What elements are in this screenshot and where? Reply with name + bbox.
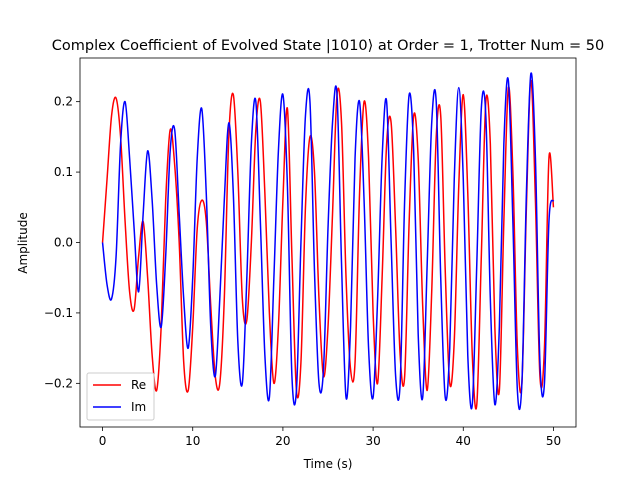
chart-title: Complex Coefficient of Evolved State |10… <box>52 38 604 54</box>
x-axis-ticks: 0 10 20 30 40 50 <box>99 427 561 448</box>
y-axis-ticks: −0.2 −0.1 0.0 0.1 0.2 <box>44 95 80 390</box>
y-tick-label: 0.2 <box>54 95 73 109</box>
x-tick-label: 30 <box>365 434 380 448</box>
x-axis-label: Time (s) <box>303 457 353 471</box>
x-tick-label: 50 <box>546 434 561 448</box>
y-tick-label: 0.1 <box>54 165 73 179</box>
y-tick-label: −0.1 <box>44 306 73 320</box>
series-line-re <box>101 79 555 410</box>
legend: Re Im <box>86 372 155 421</box>
y-tick-label: 0.0 <box>54 236 73 250</box>
x-tick-label: 0 <box>99 434 107 448</box>
x-tick-label: 10 <box>185 434 200 448</box>
series-lines <box>101 72 555 411</box>
series-line-im <box>101 72 555 411</box>
y-tick-label: −0.2 <box>44 376 73 390</box>
x-tick-label: 40 <box>456 434 471 448</box>
legend-label-re: Re <box>131 378 146 392</box>
legend-label-im: Im <box>131 400 146 414</box>
y-axis-label: Amplitude <box>16 212 30 274</box>
x-tick-label: 20 <box>275 434 290 448</box>
